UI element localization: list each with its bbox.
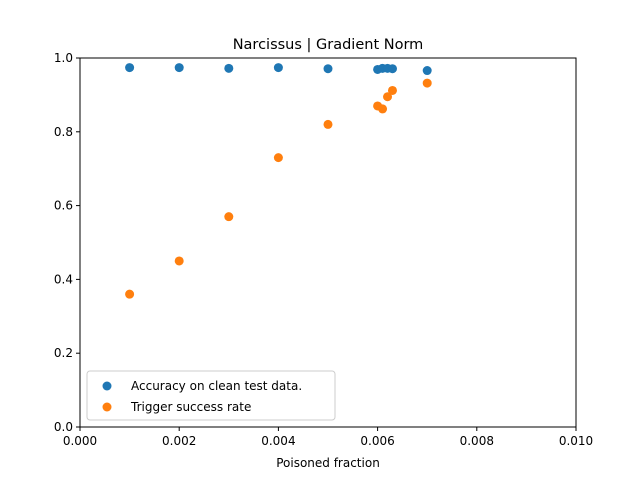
y-tick-label-1: 0.2 [54, 346, 73, 360]
data-point-s0-4 [323, 64, 333, 74]
y-tick-label-4: 0.8 [54, 125, 73, 139]
data-point-s0-0 [125, 63, 135, 73]
data-point-s0-1 [174, 63, 184, 73]
chart-title: Narcissus | Gradient Norm [233, 37, 424, 53]
legend: Accuracy on clean test data. Trigger suc… [86, 370, 336, 421]
data-point-s0-2 [224, 63, 234, 73]
data-point-s0-9 [422, 66, 432, 76]
legend-marker-accuracy [102, 381, 112, 391]
data-point-s1-8 [387, 85, 397, 95]
data-point-s1-0 [125, 289, 135, 299]
legend-box [86, 370, 336, 421]
data-point-s1-4 [323, 119, 333, 129]
y-tick-label-3: 0.6 [54, 199, 73, 213]
x-tick-label-2: 0.004 [261, 434, 295, 448]
axes-frame [79, 57, 577, 428]
data-point-s0-3 [273, 63, 283, 73]
plot-area [125, 63, 432, 299]
x-tick-label-0: 0.000 [63, 434, 97, 448]
axis-ticks: 0.000 0.002 0.004 0.006 0.008 0.010 0.0 0.2 0.4 0… [54, 51, 593, 448]
data-point-s1-2 [224, 212, 234, 222]
data-point-s0-8 [387, 64, 397, 74]
data-point-s1-7 [383, 92, 393, 102]
y-tick-label-2: 0.4 [54, 272, 73, 286]
legend-marker-trigger [102, 402, 112, 412]
data-point-s1-3 [273, 153, 283, 163]
data-point-s1-1 [174, 256, 184, 266]
legend-label-accuracy: Accuracy on clean test data. [131, 379, 302, 393]
x-tick-label-3: 0.006 [360, 434, 394, 448]
legend-label-trigger: Trigger success rate [130, 400, 251, 414]
y-tick-label-0: 0.0 [54, 420, 73, 434]
x-axis-label: Poisoned fraction [276, 456, 380, 470]
x-tick-label-4: 0.008 [460, 434, 494, 448]
data-point-s1-6 [378, 104, 388, 114]
x-tick-label-1: 0.002 [162, 434, 196, 448]
y-tick-label-5: 1.0 [54, 51, 73, 65]
data-point-s1-9 [422, 78, 432, 88]
x-tick-label-5: 0.010 [559, 434, 593, 448]
